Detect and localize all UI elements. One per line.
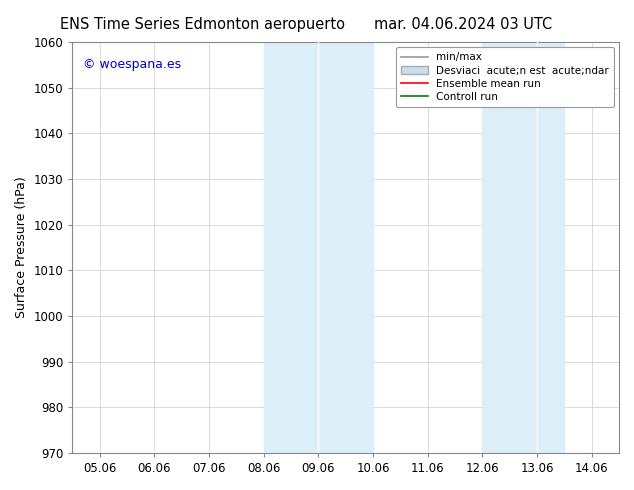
Bar — [264, 42, 318, 453]
Text: mar. 04.06.2024 03 UTC: mar. 04.06.2024 03 UTC — [373, 17, 552, 32]
Bar — [318, 42, 373, 453]
Bar — [482, 42, 537, 453]
Title: ENS Time Series Edmonton aeropuerto         mar. 04.06.2024 03 UTC: ENS Time Series Edmonton aeropuerto mar.… — [0, 489, 1, 490]
Y-axis label: Surface Pressure (hPa): Surface Pressure (hPa) — [15, 176, 28, 318]
Text: © woespana.es: © woespana.es — [83, 58, 181, 72]
Text: ENS Time Series Edmonton aeropuerto: ENS Time Series Edmonton aeropuerto — [60, 17, 346, 32]
Legend: min/max, Desviaci  acute;n est  acute;ndar, Ensemble mean run, Controll run: min/max, Desviaci acute;n est acute;ndar… — [396, 47, 614, 107]
Bar — [537, 42, 564, 453]
